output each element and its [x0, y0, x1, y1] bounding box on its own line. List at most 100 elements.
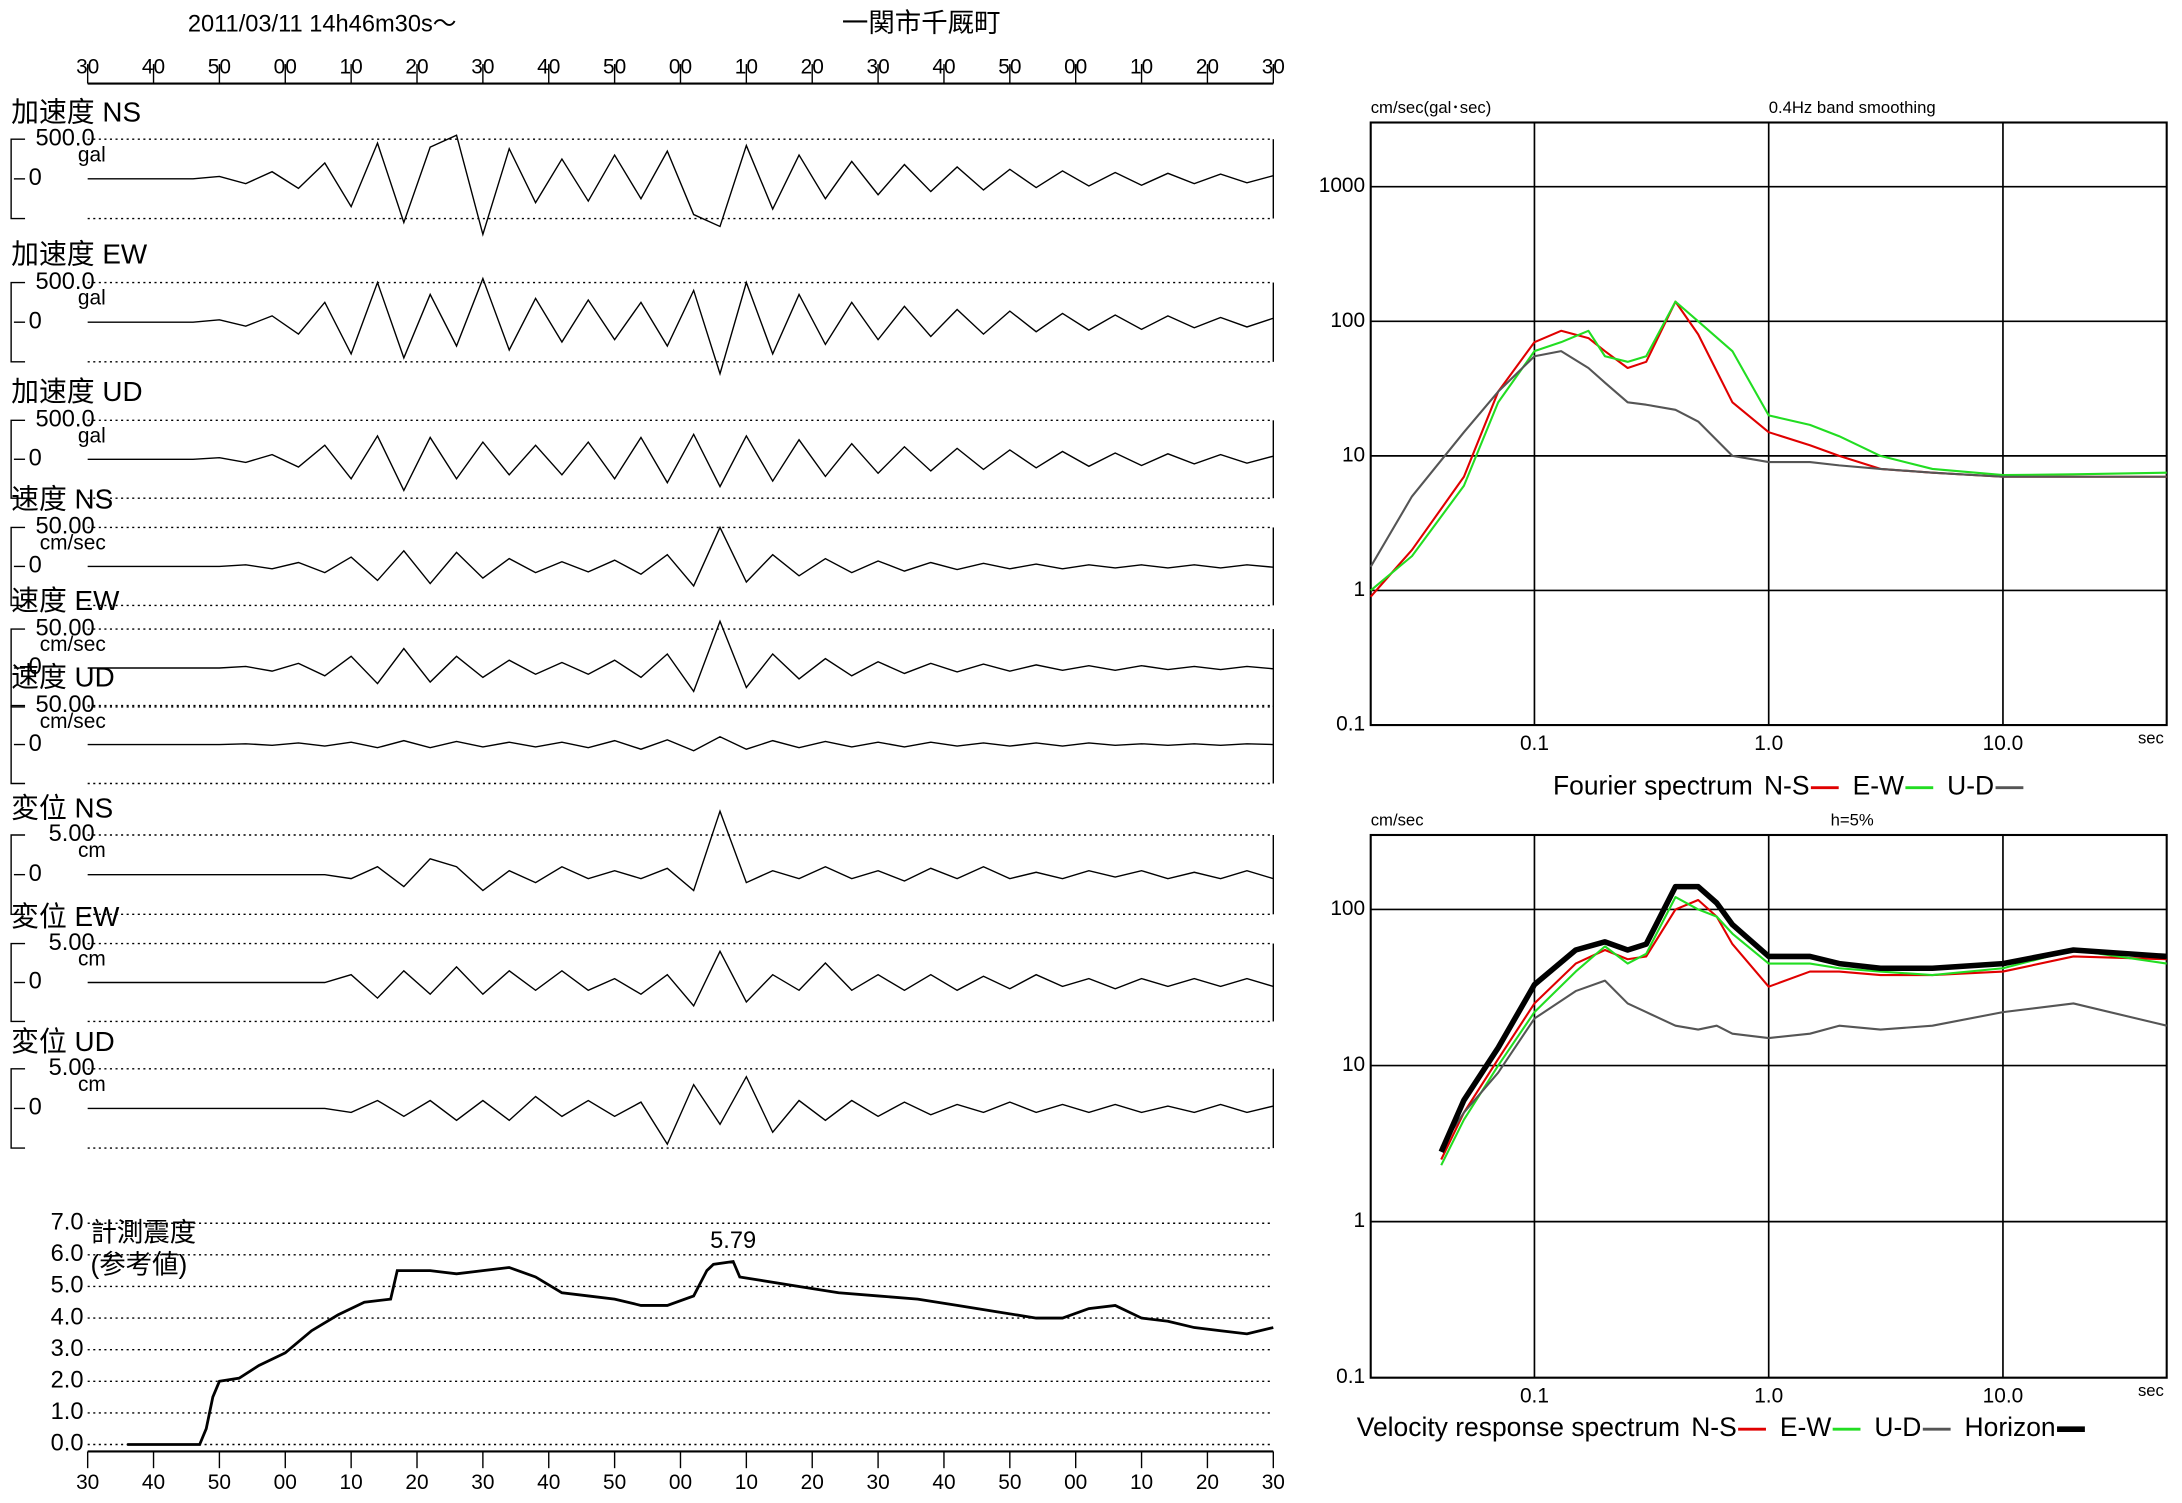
data-line [87, 949, 1274, 1008]
y-tick-label: 0.0 [51, 1431, 84, 1457]
x-tick-label: 50 [603, 1471, 626, 1494]
y-tick-label: 2.0 [51, 1368, 84, 1394]
y-tick-label: 500.0 [35, 269, 94, 295]
y-axis-label: (参考値) [90, 1249, 187, 1279]
x-tick-label: 00 [274, 1471, 297, 1494]
unit-label: gal [78, 143, 106, 166]
note: h=5% [1831, 810, 1874, 829]
trace-name: 加速度 UD [11, 376, 142, 407]
bracket [10, 1068, 26, 1149]
data-line [1369, 350, 2167, 568]
data-line [1438, 883, 2167, 1153]
x-tick-label: 10 [735, 56, 758, 79]
data-line [87, 735, 1274, 752]
x-tick-label: 20 [405, 56, 428, 79]
x-tick-label: 20 [1196, 1471, 1219, 1494]
x-tick-label: 40 [142, 1471, 165, 1494]
unit-label: gal [78, 287, 106, 310]
bracket [10, 628, 26, 708]
x-tick-label: 10 [1130, 1471, 1153, 1494]
data-line [1440, 979, 2167, 1148]
y-tick-label: 5.00 [49, 930, 95, 956]
legend-label: N-S [1764, 771, 1810, 801]
y-tick-label: 500.0 [35, 407, 94, 433]
x-tick-label: 00 [669, 1471, 692, 1494]
x-tick-label: 20 [801, 1471, 824, 1494]
bracket [10, 942, 26, 1023]
y-tick-label: 100 [1330, 897, 1365, 920]
x-tick-label: 10 [340, 56, 363, 79]
y-axis-label: cm/sec(gal･sec) [1371, 98, 1492, 117]
y-tick-label: 0 [29, 861, 42, 887]
bracket [10, 281, 26, 363]
x-tick-label: 50 [208, 56, 231, 79]
data-line [1370, 300, 2167, 592]
trace-name: 加速度 EW [11, 238, 148, 269]
y-tick-label: 50.00 [35, 692, 94, 718]
x-tick-label: 40 [537, 56, 560, 79]
legend-label: U-D [1947, 771, 1994, 801]
y-tick-label: 1 [1354, 578, 1366, 601]
y-tick-label: 6.0 [51, 1241, 84, 1267]
y-tick-label: 1 [1354, 1209, 1366, 1232]
x-tick-label: 1.0 [1754, 1385, 1783, 1408]
y-tick-label: 4.0 [51, 1304, 84, 1330]
y-tick-label: 5.0 [51, 1273, 84, 1299]
y-tick-label: 0 [29, 654, 42, 680]
bracket [10, 834, 26, 916]
y-tick-label: 0 [29, 308, 42, 334]
x-tick-label: 30 [1262, 1471, 1285, 1494]
x-tick-label: 40 [537, 1471, 560, 1494]
note: 0.4Hz band smoothing [1769, 98, 1936, 117]
x-tick-label: 10.0 [1983, 732, 2024, 755]
y-tick-label: 1000 [1319, 174, 1365, 197]
trace-name: 速度 UD [11, 661, 115, 692]
x-tick-label: 30 [866, 56, 889, 79]
x-tick-label: 0.1 [1520, 1385, 1549, 1408]
y-axis-label: cm/sec [1371, 810, 1424, 829]
legend-title: Fourier spectrum [1553, 771, 1753, 801]
x-tick-label: 30 [76, 56, 99, 79]
legend-label: E-W [1780, 1412, 1831, 1442]
y-tick-label: 0.1 [1336, 1365, 1365, 1388]
data-line [87, 432, 1274, 493]
annotation: 5.79 [710, 1228, 756, 1254]
x-tick-label: 40 [932, 1471, 955, 1494]
x-tick-label: 50 [603, 56, 626, 79]
y-tick-label: 0 [29, 731, 42, 757]
bracket [10, 704, 26, 785]
data-line [127, 1259, 1274, 1446]
unit-label: cm/sec [40, 532, 106, 555]
x-axis-label: sec [2138, 728, 2164, 747]
x-tick-label: 30 [1262, 56, 1285, 79]
bracket [10, 419, 26, 499]
y-tick-label: 0 [29, 165, 42, 191]
legend-label: U-D [1874, 1412, 1921, 1442]
y-tick-label: 50.00 [35, 615, 94, 641]
y-tick-label: 50.00 [35, 514, 94, 540]
x-tick-label: 50 [208, 1471, 231, 1494]
trace-name: 変位 UD [11, 1026, 115, 1057]
x-tick-label: 40 [932, 56, 955, 79]
y-tick-label: 1.0 [51, 1399, 84, 1425]
bracket [10, 526, 26, 607]
legend-label: E-W [1853, 771, 1904, 801]
legend-title: Velocity response spectrum [1357, 1412, 1680, 1442]
y-tick-label: 7.0 [51, 1209, 84, 1235]
data-line [1440, 896, 2167, 1166]
trace-name: 速度 EW [11, 585, 120, 616]
x-tick-label: 30 [471, 56, 494, 79]
y-tick-label: 0 [29, 553, 42, 579]
x-tick-label: 40 [142, 56, 165, 79]
trace-name: 速度 NS [11, 483, 113, 514]
y-tick-label: 0 [29, 969, 42, 995]
x-tick-label: 10 [735, 1471, 758, 1494]
x-tick-label: 30 [866, 1471, 889, 1494]
y-tick-label: 3.0 [51, 1336, 84, 1362]
x-tick-label: 1.0 [1754, 732, 1783, 755]
unit-label: cm/sec [40, 633, 106, 656]
x-tick-label: 30 [471, 1471, 494, 1494]
trace-name: 変位 EW [11, 901, 120, 932]
trace-name: 加速度 NS [11, 97, 141, 128]
